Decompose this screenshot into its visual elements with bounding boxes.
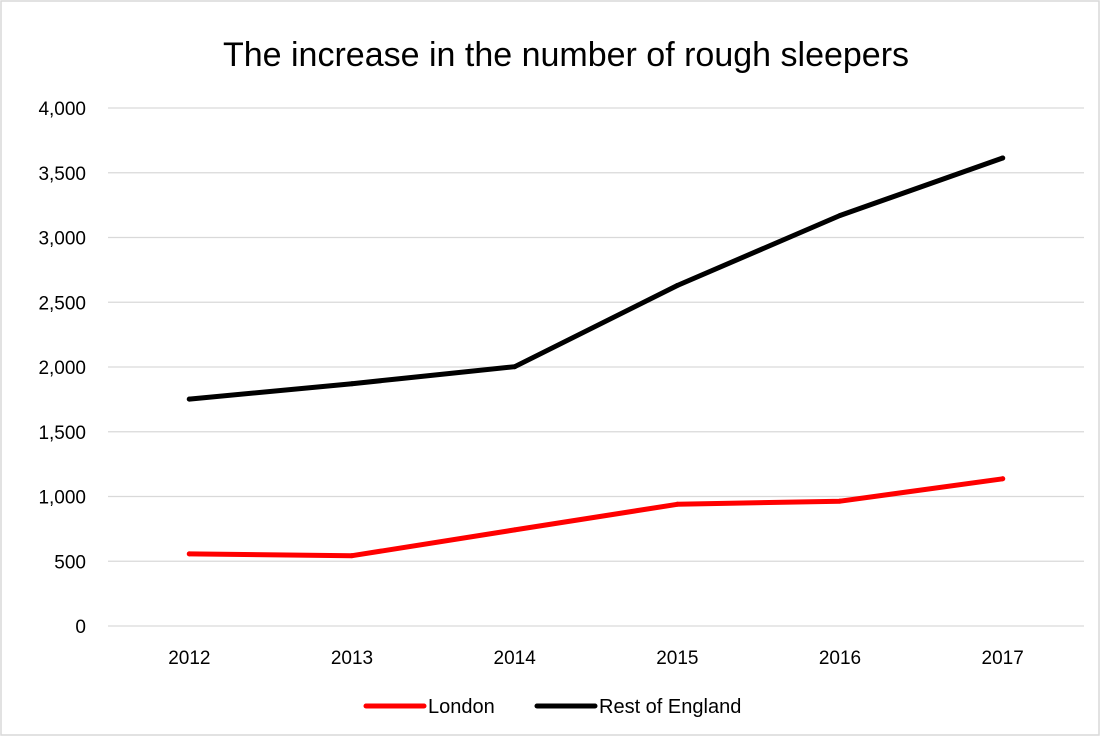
x-tick-label: 2017: [982, 648, 1024, 669]
chart-title: The increase in the number of rough slee…: [223, 36, 909, 74]
data-point: [1000, 476, 1006, 482]
y-axis-tick-labels: 0 500 1,000 1,500 2,000 2,500 3,000 3,500 4,000: [38, 99, 86, 638]
x-tick-label: 2012: [168, 648, 210, 669]
legend-label-0: London: [428, 696, 495, 718]
legend: London Rest of England: [363, 696, 741, 718]
data-point: [1000, 155, 1006, 161]
series-line-1: [186, 155, 1006, 402]
data-point: [349, 381, 355, 387]
data-point: [512, 527, 518, 533]
series-lines: [186, 155, 1006, 559]
series-line-0: [186, 476, 1006, 559]
y-tick-label: 500: [54, 552, 86, 573]
y-tick-label: 2,000: [38, 358, 86, 379]
data-point: [349, 553, 355, 559]
y-tick-label: 1,500: [38, 423, 86, 444]
y-tick-label: 3,000: [38, 229, 86, 250]
x-axis-tick-labels: 2012 2013 2014 2015 2016 2017: [168, 648, 1024, 669]
x-tick-label: 2013: [331, 648, 373, 669]
y-tick-label: 2,500: [38, 293, 86, 314]
data-point: [512, 364, 518, 370]
data-point: [674, 283, 680, 289]
data-point: [186, 551, 192, 557]
gridlines: [108, 107, 1084, 627]
legend-label-1: Rest of England: [599, 696, 741, 718]
y-tick-label: 1,000: [38, 488, 86, 509]
y-tick-label: 3,500: [38, 164, 86, 185]
data-point: [837, 498, 843, 504]
x-tick-label: 2016: [819, 648, 861, 669]
data-point: [837, 212, 843, 218]
y-tick-label: 0: [75, 617, 86, 638]
data-point: [186, 396, 192, 402]
data-point: [674, 501, 680, 507]
x-tick-label: 2014: [494, 648, 537, 669]
x-tick-label: 2015: [656, 648, 698, 669]
y-tick-label: 4,000: [38, 99, 86, 120]
